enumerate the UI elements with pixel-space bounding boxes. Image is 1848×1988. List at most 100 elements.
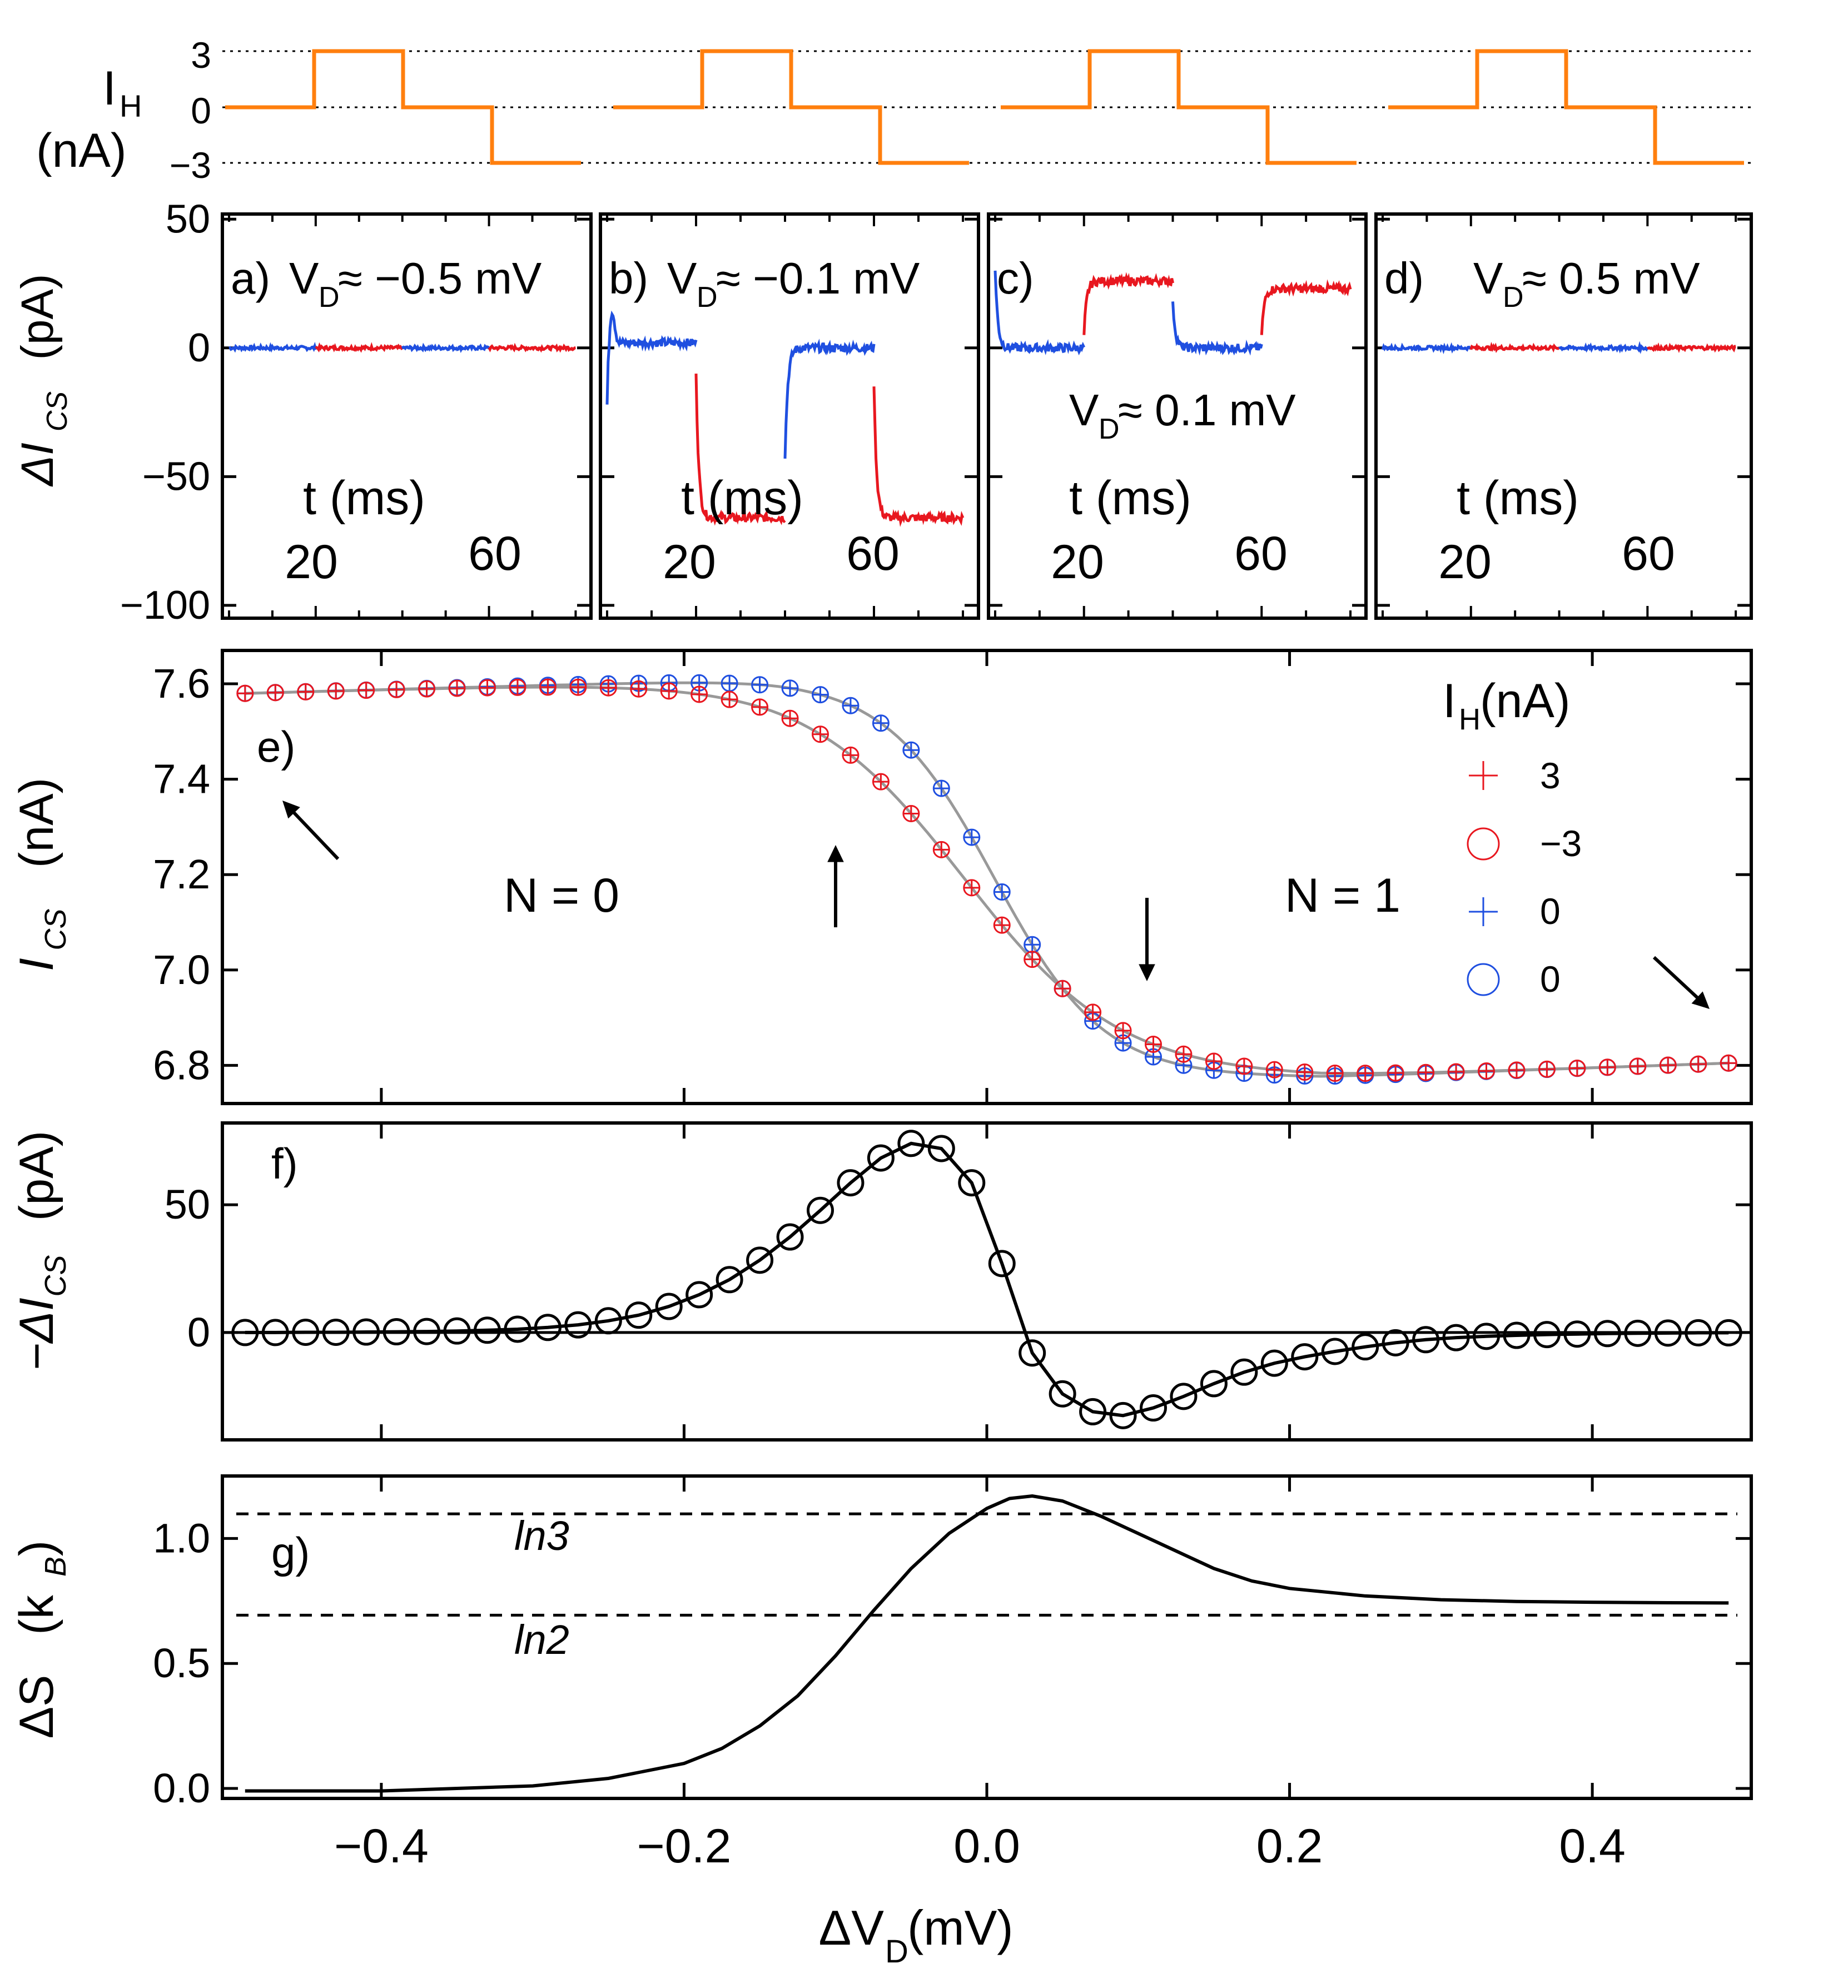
data-point: [1593, 1320, 1621, 1348]
legend-marker-circle: [1467, 963, 1500, 996]
data-point: [685, 1281, 713, 1309]
data-point: [1533, 1321, 1561, 1349]
data-point-circle: [781, 679, 799, 697]
data-point-circle: [872, 714, 890, 732]
data-point: [443, 1317, 471, 1345]
traces-ylabel-sub: CS: [41, 391, 73, 432]
traces-ytick-label: −100: [120, 583, 210, 628]
vd-label-main: V: [667, 254, 697, 303]
data-point: [1200, 1370, 1228, 1398]
data-point: [564, 1311, 592, 1339]
panel-label: b): [609, 254, 648, 303]
trace-segment: [401, 342, 490, 354]
trace-segment: [1381, 342, 1472, 355]
data-point: [1382, 1329, 1409, 1356]
data-point: [988, 1250, 1016, 1278]
data-point: [806, 1196, 834, 1224]
panel-f-ytick-label: 0: [187, 1309, 210, 1355]
data-point: [897, 1130, 925, 1157]
heater-waveform-cycle: [225, 49, 581, 165]
data-point: [322, 1318, 350, 1346]
panel-g-ylabel-main: ΔS: [10, 1675, 63, 1739]
data-point-circle: [1296, 1063, 1314, 1081]
panel-f-ylabel-sub: CS: [39, 1255, 72, 1296]
panel-e-ytick-label: 7.6: [153, 660, 210, 707]
data-point: [504, 1315, 531, 1343]
time-tick-label: 60: [846, 527, 900, 580]
data-point: [1412, 1326, 1440, 1354]
trace-segment: [1646, 342, 1736, 353]
panel-e-ytick-label: 6.8: [153, 1042, 210, 1088]
data-point-circle: [297, 683, 315, 700]
x-tick-label: −0.2: [637, 1820, 732, 1873]
data-point: [1715, 1319, 1742, 1346]
vd-label-main: V: [289, 254, 319, 303]
xlabel-sub: D: [885, 1934, 908, 1970]
trace-panel-c: c) V D≈ 0.1 mV t (ms) 20 60: [987, 212, 1368, 620]
legend-marker-circle: [1467, 827, 1500, 861]
panel-e-ytick-label: 7.4: [153, 756, 210, 802]
panel-f-frame: [221, 1121, 1753, 1442]
panel-f-label: f): [271, 1139, 298, 1188]
panel-g-frame: [221, 1474, 1753, 1800]
heater-waveform-cycle: [1388, 49, 1744, 165]
trace-segment: [872, 386, 965, 527]
data-point: [927, 1135, 955, 1162]
panel-g-ytick-label: 0.5: [153, 1640, 210, 1686]
data-point-circle: [1568, 1059, 1586, 1077]
panel-g-ylabel-prefix: (k: [10, 1594, 63, 1635]
data-point: [473, 1316, 501, 1344]
panel-g-entropy-change: 0.00.51.0−0.4 −0.2 0.0 0.2 0.4 ΔS (k B ) g) …: [10, 1474, 1753, 1873]
time-tick-label: 20: [1051, 535, 1104, 589]
data-point: [1624, 1319, 1652, 1347]
data-point-circle: [509, 678, 526, 696]
panel-e-ylabel-main: I: [10, 958, 63, 971]
data-point-circle: [1175, 1045, 1193, 1063]
ln3-label: ln3: [514, 1513, 569, 1559]
vd-label-value: ≈ 0.5 mV: [1522, 254, 1700, 303]
data-point: [1563, 1320, 1591, 1348]
data-point-circle: [842, 746, 860, 764]
data-point-circle: [539, 678, 557, 696]
data-point-circle: [236, 684, 254, 702]
panel-g-label: g): [271, 1528, 310, 1577]
data-point: [1685, 1319, 1712, 1346]
panel-e-ytick-label: 7.0: [153, 947, 210, 993]
data-point-circle: [1205, 1052, 1223, 1070]
vd-label-sub: D: [697, 281, 718, 314]
data-point-circle: [327, 682, 345, 700]
panel-frame: [1374, 212, 1753, 620]
heater-waveform-cycle: [1001, 49, 1357, 165]
data-point-circle: [1357, 1065, 1374, 1082]
data-point-circle: [721, 690, 738, 708]
heater-ytick-label-0: 0: [191, 90, 211, 131]
panel-f-ylabel-unit: (pA): [10, 1131, 63, 1221]
panel-label: a): [231, 254, 270, 303]
time-axis-label: t (ms): [681, 471, 803, 525]
data-point: [292, 1318, 320, 1346]
direction-arrow: [1652, 956, 1703, 1003]
data-point-circle: [932, 841, 950, 858]
arrow-head: [827, 845, 844, 862]
time-axis-label: t (ms): [1457, 471, 1579, 525]
trace-segment: [605, 310, 698, 405]
data-point-circle: [842, 697, 860, 714]
data-point-circle: [751, 676, 769, 694]
data-point: [1352, 1333, 1379, 1361]
data-point: [1654, 1319, 1682, 1347]
legend-entry-label: −3: [1540, 823, 1582, 864]
data-point-circle: [418, 680, 436, 698]
time-axis-label: t (ms): [1069, 471, 1191, 525]
data-point: [261, 1319, 289, 1346]
data-point-circle: [1629, 1057, 1647, 1075]
data-point-circle: [1145, 1035, 1163, 1053]
panel-label: c): [997, 254, 1034, 303]
data-point-circle: [993, 916, 1011, 934]
fit-line-cold: [245, 681, 1729, 1078]
panel-frame: [221, 212, 593, 620]
data-point: [1260, 1349, 1288, 1377]
data-point: [1049, 1380, 1076, 1408]
data-point: [413, 1318, 441, 1345]
heater-ytick-label-neg3: −3: [170, 145, 211, 186]
data-point: [1079, 1398, 1107, 1425]
